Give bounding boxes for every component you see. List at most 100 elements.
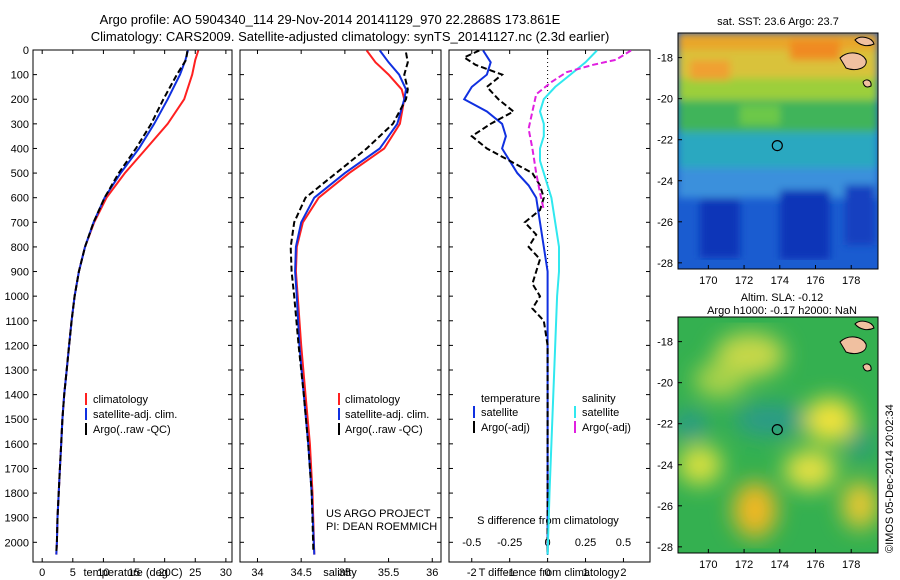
sla-map-title-line1: Altim. SLA: -0.12 [741, 292, 824, 304]
s-diff-tick-label: -0.25 [497, 537, 522, 549]
sla-map-title-line2: Argo h1000: -0.17 h2000: NaN [707, 305, 857, 317]
x-tick-label: -2 [467, 567, 477, 579]
lon-tick-label: 176 [806, 275, 824, 287]
lat-tick-label: -28 [657, 258, 673, 270]
depth-tick-label: 800 [11, 242, 29, 254]
lat-tick-label: -20 [657, 378, 673, 390]
sst-map-title: sat. SST: 23.6 Argo: 23.7 [717, 16, 839, 28]
t-difference-axis-label: T difference from climatology [479, 567, 620, 579]
temp-series-2 [55, 51, 189, 553]
x-tick-label: 2 [620, 567, 626, 579]
sst-map [678, 33, 878, 269]
plot-frames [32, 32, 879, 563]
lon-tick-label: 174 [771, 559, 789, 571]
lon-tick-label: 174 [771, 275, 789, 287]
lon-tick-label: 178 [842, 275, 860, 287]
project-label: US ARGO PROJECT [326, 508, 431, 520]
sla-argo-location-marker [771, 423, 783, 436]
x-tick-label: 30 [220, 567, 232, 579]
s-diff-tick-label: -0.5 [462, 537, 481, 549]
salinity-legend: climatology satellite-adj. clim. Argo(..… [326, 393, 437, 533]
s-diff-tick-label: 0.25 [575, 537, 596, 549]
lat-tick-label: -28 [657, 542, 673, 554]
x-tick-label: 10 [97, 567, 109, 579]
x-tick-label: 25 [189, 567, 201, 579]
legend-climatology: climatology [93, 394, 149, 406]
axis-ticks: 0100200300400500600700800900100011001200… [5, 45, 861, 579]
x-tick-label: 34.5 [290, 567, 311, 579]
depth-tick-label: 300 [11, 119, 29, 131]
legend-temp-argo: Argo(-adj) [481, 422, 530, 434]
legend-temp-satellite: satellite [481, 407, 518, 419]
depth-tick-label: 1000 [5, 291, 29, 303]
x-tick-label: 20 [159, 567, 171, 579]
diff-series-3 [527, 50, 632, 211]
depth-tick-label: 1600 [5, 439, 29, 451]
depth-tick-label: 100 [11, 70, 29, 82]
x-tick-label: 36 [426, 567, 438, 579]
legend-satellite-adj: satellite-adj. clim. [345, 409, 429, 421]
lat-tick-label: -18 [657, 337, 673, 349]
depth-tick-label: 0 [23, 45, 29, 57]
lon-tick-label: 178 [842, 559, 860, 571]
island-shapes [839, 36, 875, 372]
diff-panel-frame [448, 49, 651, 563]
diff-series-2 [538, 50, 598, 555]
pi-label: PI: DEAN ROEMMICH [326, 521, 437, 533]
climatology-subtitle: Climatology: CARS2009. Satellite-adjuste… [90, 29, 610, 44]
lat-tick-label: -22 [657, 419, 673, 431]
salinity-axis-label: salinity [323, 567, 357, 579]
x-tick-label: -1 [505, 567, 515, 579]
legend-climatology: climatology [345, 394, 401, 406]
difference-legend: temperature satellite Argo(-adj) salinit… [473, 393, 631, 434]
legend-argo: Argo(..raw -QC) [93, 424, 171, 436]
sst-argo-location-marker [771, 139, 783, 152]
legend-sal-satellite: satellite [582, 407, 619, 419]
temp-panel-frame [32, 49, 233, 563]
lat-tick-label: -18 [657, 53, 673, 65]
sla-map [678, 317, 878, 553]
x-tick-label: 1 [582, 567, 588, 579]
x-tick-label: 5 [70, 567, 76, 579]
s-diff-tick-label: 0.5 [616, 537, 631, 549]
legend-satellite-adj: satellite-adj. clim. [93, 409, 177, 421]
sla-map-frame [677, 316, 879, 554]
diff-series-1 [462, 50, 549, 553]
legend-sal-argo: Argo(-adj) [582, 422, 631, 434]
lat-tick-label: -26 [657, 217, 673, 229]
depth-tick-label: 1300 [5, 365, 29, 377]
depth-tick-label: 200 [11, 94, 29, 106]
x-tick-label: 35 [339, 567, 351, 579]
x-tick-label: 35.5 [378, 567, 399, 579]
sst-map-frame [677, 32, 879, 270]
imos-timestamp: ©IMOS 05-Dec-2014 20:02:34 [884, 404, 896, 553]
x-tick-label: 0 [545, 567, 551, 579]
lat-tick-label: -20 [657, 94, 673, 106]
temp-series-1 [55, 50, 189, 555]
lon-tick-label: 172 [735, 275, 753, 287]
lon-tick-label: 170 [699, 275, 717, 287]
lat-tick-label: -26 [657, 501, 673, 513]
temperature-axis-label: temperature (deg C) [83, 567, 182, 579]
depth-tick-label: 500 [11, 168, 29, 180]
depth-tick-label: 900 [11, 267, 29, 279]
diff-series-0 [462, 50, 549, 555]
x-tick-label: 34 [251, 567, 263, 579]
sal-panel-frame [239, 49, 442, 563]
x-tick-label: 0 [39, 567, 45, 579]
depth-tick-label: 1200 [5, 340, 29, 352]
sal-series-0 [294, 50, 406, 555]
temperature-legend: climatology satellite-adj. clim. Argo(..… [85, 393, 177, 436]
lat-tick-label: -24 [657, 176, 673, 188]
lat-tick-label: -22 [657, 135, 673, 147]
depth-tick-label: 600 [11, 193, 29, 205]
sal-series-2 [289, 52, 409, 553]
depth-tick-label: 1100 [5, 316, 29, 328]
data-series [55, 50, 783, 555]
profile-title: Argo profile: AO 5904340_114 29-Nov-2014… [99, 12, 561, 27]
legend-salinity-heading: salinity [582, 393, 616, 405]
depth-tick-label: 400 [11, 143, 29, 155]
temp-series-0 [55, 50, 200, 555]
depth-tick-label: 1900 [5, 513, 29, 525]
depth-tick-label: 1400 [5, 390, 29, 402]
